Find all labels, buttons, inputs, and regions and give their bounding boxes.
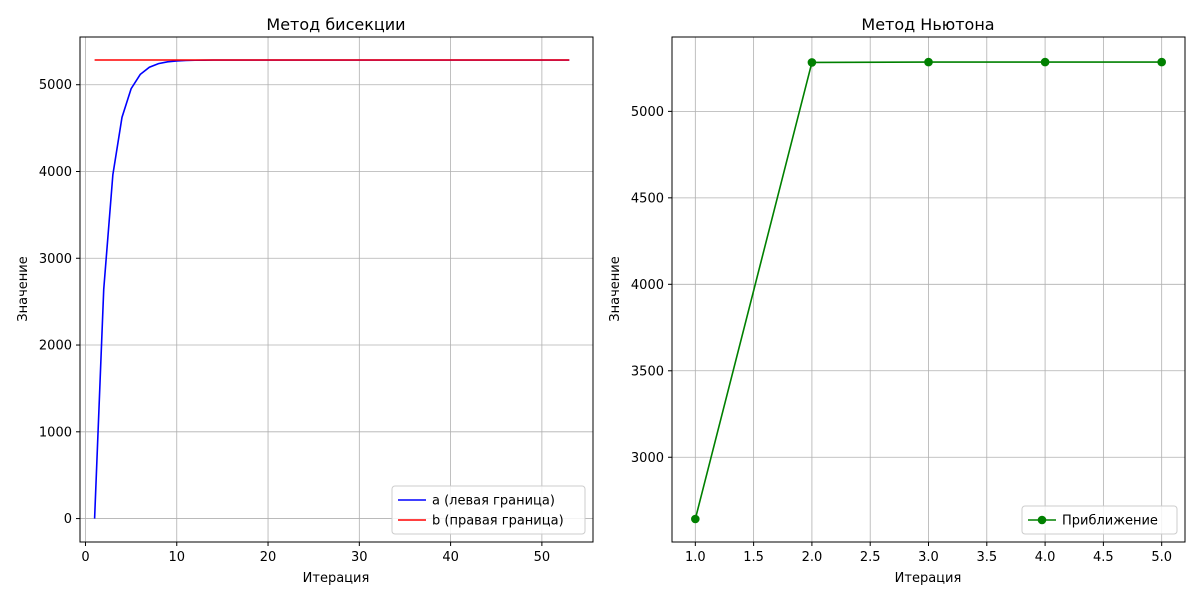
- x-axis-label: Итерация: [895, 571, 962, 586]
- plot-area: [691, 57, 1166, 524]
- y-tick-label: 3000: [39, 252, 72, 267]
- x-tick-label: 4.0: [1035, 550, 1056, 565]
- x-axis-label: Итерация: [303, 571, 370, 586]
- grid: [80, 37, 593, 542]
- x-tick-label: 50: [534, 550, 551, 565]
- chart-title: Метод Ньютона: [861, 15, 994, 34]
- legend-marker: [1037, 515, 1047, 525]
- chart-newton: Метод Ньютона Итерация Значение 1.0 1.5 2.…: [608, 15, 1186, 586]
- x-tick-label: 1.0: [685, 550, 706, 565]
- x-tick-label: 5.0: [1151, 550, 1172, 565]
- x-tick-label: 2.0: [802, 550, 823, 565]
- x-tick-label: 10: [168, 550, 185, 565]
- data-point: [1040, 57, 1050, 67]
- x-tick-label: 40: [442, 550, 459, 565]
- legend-label: a (левая граница): [432, 494, 555, 509]
- x-tick-label: 1.5: [743, 550, 764, 565]
- ticks: 1.0 1.5 2.0 2.5 3.0 3.5 4.0 4.5 5.0 3000 3500 4000 4…: [631, 105, 1172, 565]
- y-tick-label: 2000: [39, 339, 72, 354]
- y-axis-label: Значение: [608, 256, 623, 321]
- ticks: 0 10 20 30 40 50 0 1000 2000 3000 4000 5000: [39, 78, 550, 565]
- grid: [672, 37, 1185, 542]
- legend-box: [391, 485, 586, 535]
- y-tick-label: 3000: [631, 451, 664, 466]
- data-point: [924, 57, 933, 67]
- y-tick-label: 4000: [631, 278, 664, 293]
- y-axis-label: Значение: [16, 256, 31, 321]
- x-tick-label: 20: [260, 550, 277, 565]
- x-tick-label: 30: [351, 550, 368, 565]
- legend: Приближение: [1021, 505, 1178, 535]
- y-tick-label: 1000: [39, 425, 72, 440]
- y-tick-label: 3500: [631, 364, 664, 379]
- y-tick-label: 5000: [631, 105, 664, 120]
- legend-label: Приближение: [1062, 514, 1158, 529]
- legend: a (левая граница) b (правая граница): [391, 485, 586, 535]
- legend-label: b (правая граница): [432, 514, 564, 529]
- y-tick-label: 0: [64, 512, 72, 527]
- data-point: [1157, 57, 1166, 67]
- data-point: [691, 514, 700, 524]
- legend-box: [1021, 505, 1178, 535]
- x-tick-label: 2.5: [860, 550, 881, 565]
- x-tick-label: 0: [81, 550, 89, 565]
- y-tick-label: 5000: [39, 78, 72, 93]
- plot-area: [93, 59, 570, 519]
- x-tick-label: 3.0: [918, 550, 939, 565]
- y-tick-label: 4500: [631, 191, 664, 206]
- x-tick-label: 4.5: [1093, 550, 1114, 565]
- data-point: [807, 58, 817, 67]
- axes-frame: [79, 36, 594, 543]
- series-line: [93, 59, 570, 519]
- x-tick-label: 3.5: [976, 550, 997, 565]
- chart-title: Метод бисекции: [266, 15, 405, 34]
- chart-bisection: Метод бисекции Итерация Значение 0 10 20 30…: [16, 15, 594, 586]
- y-tick-label: 4000: [39, 165, 72, 180]
